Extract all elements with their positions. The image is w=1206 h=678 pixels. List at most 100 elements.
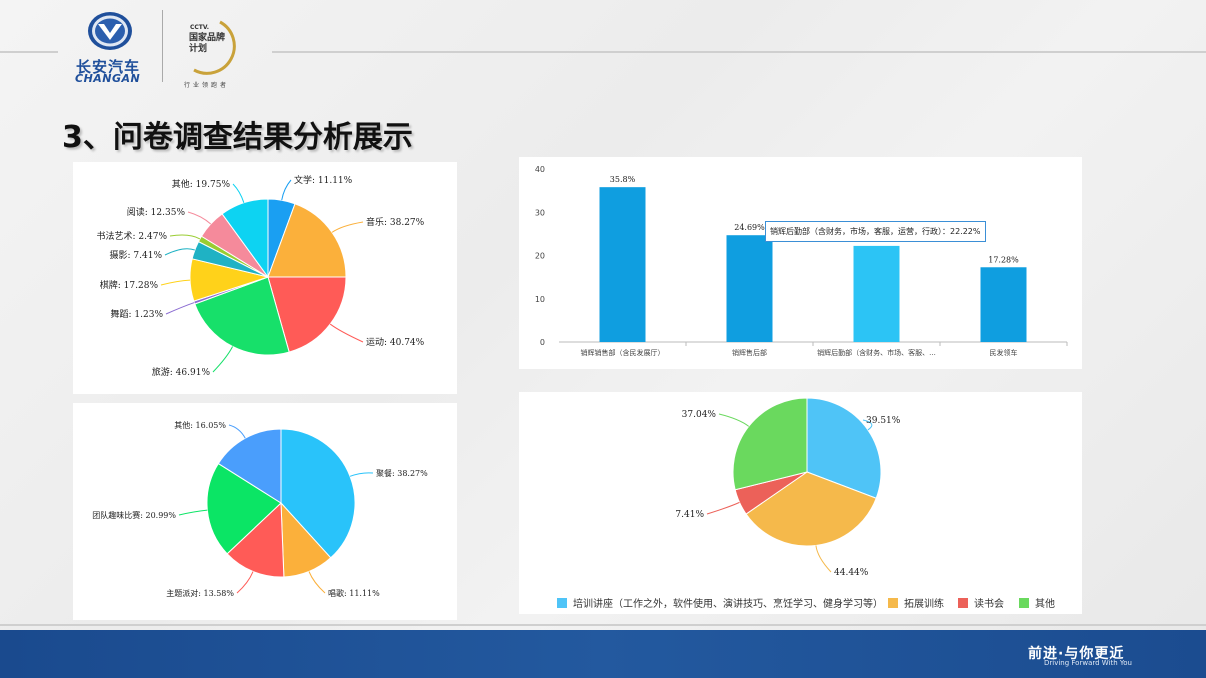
cctv-label: CCTV. (190, 24, 210, 31)
activities-pie-chart: 聚餐: 38.27% 唱歌: 11.11% 主题派对: 13.58% 团队趣味比赛: … (92, 420, 428, 598)
slice-label: 舞蹈: 1.23% (111, 309, 164, 320)
x-tick-label: 销辉后勤部（含财务、市场、客服、... (817, 348, 936, 357)
legend-item-bookclub[interactable]: 读书会 (958, 595, 1004, 610)
changan-emblem-icon (88, 12, 132, 50)
training-pie-panel: 39.51% 44.44% 7.41% 37.04% 培训讲座（工作之外，软件使用、演… (519, 392, 1082, 614)
slice-label: 阅读: 12.35% (127, 206, 186, 218)
leader-line (178, 509, 208, 516)
bar-value-label: 24.69% (734, 223, 765, 232)
x-tick-label: 销辉售后部 (732, 348, 767, 357)
hobbies-pie-panel: 文学: 11.11% 音乐: 38.27% 运动: 40.74% 旅游: 46.91%… (73, 162, 457, 394)
leader-line (862, 419, 873, 431)
leader-line (187, 211, 212, 225)
legend-item-lecture[interactable]: 培训讲座（工作之外，软件使用、演讲技巧、烹饪学习、健身学习等） (557, 595, 883, 610)
slice-label: 39.51% (866, 416, 901, 426)
legend-label: 培训讲座（工作之外，软件使用、演讲技巧、烹饪学习、健身学习等） (573, 599, 883, 610)
footer-divider (0, 624, 1206, 626)
leader-line (169, 234, 201, 240)
leader-line (281, 179, 292, 201)
pie-slice[interactable] (732, 397, 808, 491)
slice-label: 唱歌: 11.11% (328, 588, 380, 598)
leader-line (160, 279, 191, 286)
slice-label: 37.04% (682, 410, 717, 420)
slice-label: 棋牌: 17.28% (100, 279, 159, 291)
slice-label: 7.41% (675, 510, 704, 520)
legend-swatch (557, 597, 567, 608)
training-pie-chart: 39.51% 44.44% 7.41% 37.04% (675, 397, 901, 578)
logo-english-name: CHANGAN (75, 72, 141, 85)
leader-line (228, 424, 246, 439)
y-tick-label: 40 (535, 165, 545, 174)
slice-label: 文学: 11.11% (294, 174, 353, 186)
department-bar-panel: 01020304035.8%销辉销售部（含民发展厅）24.69%销辉售后部22.… (519, 157, 1082, 369)
y-tick-label: 10 (535, 295, 545, 304)
leader-line (329, 323, 364, 343)
slice-label: 其他: 16.05% (174, 420, 226, 430)
bar-value-label: 35.8% (610, 175, 636, 184)
bar[interactable] (599, 187, 646, 342)
y-tick-label: 20 (535, 252, 545, 261)
laurel-ring-icon (193, 20, 236, 75)
leader-line (212, 346, 234, 373)
legend-label: 拓展训练 (904, 599, 944, 610)
pie-slice[interactable] (806, 397, 882, 499)
cctv-subtitle: 行业领跑者 (184, 82, 230, 89)
leader-line (706, 501, 740, 515)
header-line-left (0, 51, 58, 53)
bar-tooltip: 销辉后勤部（含财务，市场，客服，运营，行政）：22.22% (765, 221, 986, 242)
legend-swatch (1019, 597, 1029, 608)
footer-band (0, 630, 1206, 678)
leader-line (349, 472, 374, 477)
legend-item-outward[interactable]: 拓展训练 (888, 595, 944, 610)
pie-slice[interactable] (745, 471, 877, 547)
page-title: 3、问卷调查结果分析展示 (62, 120, 413, 155)
leader-line (308, 571, 326, 594)
slice-label: 44.44% (834, 568, 869, 578)
legend-swatch (958, 597, 968, 608)
logo-chinese-name: 长安汽车 (76, 58, 141, 76)
footer-slogan-en: Driving Forward With You (1044, 659, 1132, 667)
slice-label: 摄影: 7.41% (110, 249, 163, 261)
x-tick-label: 销辉销售部（含民发展厅） (581, 348, 665, 357)
footer-slogan: 前进·与你更近 (1028, 646, 1125, 662)
leader-line (815, 545, 832, 573)
legend-label: 其他 (1035, 599, 1055, 610)
department-bar-chart: 01020304035.8%销辉销售部（含民发展厅）24.69%销辉售后部22.… (535, 165, 1068, 357)
logo-divider (162, 10, 163, 82)
y-tick-label: 30 (535, 208, 545, 217)
activities-pie-panel: 聚餐: 38.27% 唱歌: 11.11% 主题派对: 13.58% 团队趣味比赛: … (73, 403, 457, 620)
pie-slice[interactable] (280, 428, 356, 559)
slice-label: 其他: 19.75% (172, 178, 231, 190)
pie-slice[interactable] (221, 198, 269, 279)
leader-line (718, 413, 750, 427)
hobbies-pie-chart: 文学: 11.11% 音乐: 38.27% 运动: 40.74% 旅游: 46.91%… (97, 174, 425, 378)
bar[interactable] (980, 267, 1027, 342)
leader-line (164, 248, 195, 256)
slice-label: 旅游: 46.91% (152, 366, 211, 378)
pie-slice[interactable] (267, 203, 347, 278)
leader-line (165, 302, 195, 315)
pie-slice[interactable] (217, 428, 282, 504)
slice-label: 运动: 40.74% (366, 337, 425, 348)
x-tick-label: 民发领车 (990, 348, 1018, 357)
brand-logo: 长安汽车 CHANGAN CCTV. 国家品牌计划 行业领跑者 (72, 8, 252, 89)
pie-slice[interactable] (226, 501, 285, 578)
legend-swatch (888, 597, 898, 608)
cctv-title: 国家品牌计划 (189, 33, 226, 54)
bar[interactable] (853, 245, 900, 342)
slice-label: 主题派对: 13.58% (166, 588, 234, 598)
slice-label: 团队趣味比赛: 20.99% (92, 510, 176, 520)
cctv-badge: CCTV. 国家品牌计划 行业领跑者 (180, 18, 244, 89)
leader-line (331, 221, 364, 233)
slice-label: 音乐: 38.27% (366, 216, 425, 228)
leader-line (232, 183, 245, 203)
header-line-right (272, 51, 1206, 53)
slice-label: 书法艺术: 2.47% (97, 230, 168, 242)
slice-label: 聚餐: 38.27% (376, 469, 428, 478)
y-tick-label: 0 (540, 338, 545, 347)
legend-label: 读书会 (974, 599, 1004, 610)
leader-line (236, 571, 254, 594)
bar-value-label: 17.28% (988, 255, 1019, 264)
bar[interactable] (726, 235, 773, 342)
legend-item-other[interactable]: 其他 (1019, 595, 1055, 610)
